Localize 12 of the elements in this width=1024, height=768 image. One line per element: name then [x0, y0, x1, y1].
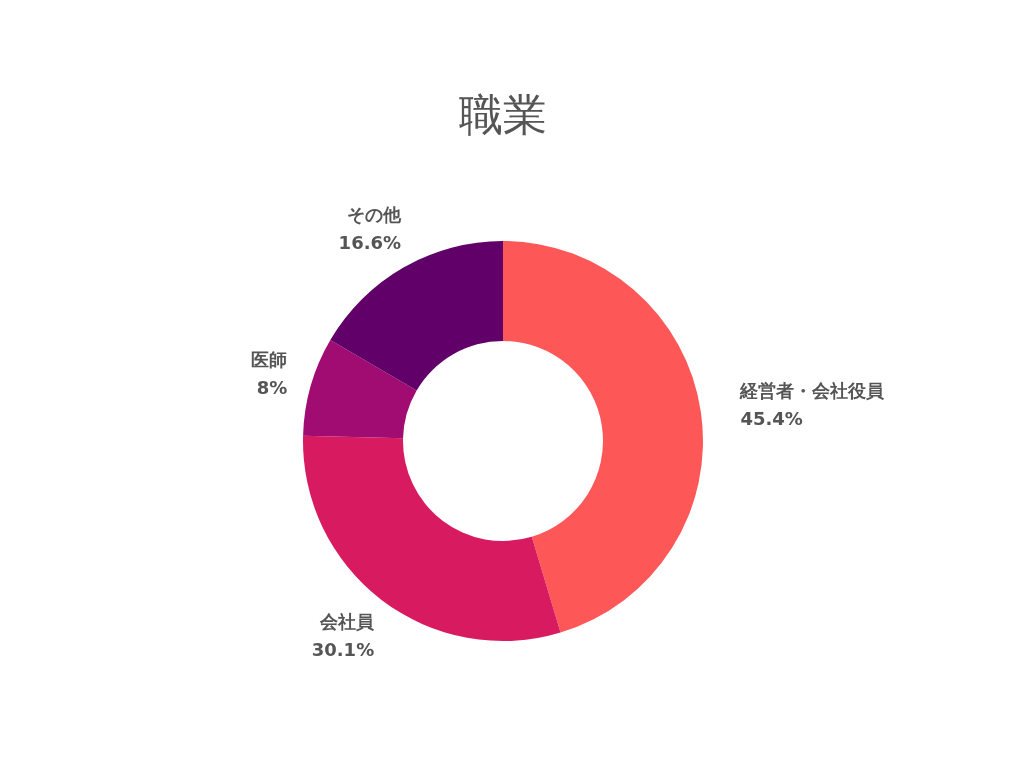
data-label: 45.4%	[740, 408, 803, 430]
data-label: 8%	[256, 376, 288, 398]
data-label: 16.6%	[338, 231, 402, 253]
donut-slice	[503, 241, 703, 633]
donut-slice	[303, 435, 561, 641]
chart-title: 職業	[459, 89, 547, 140]
slice-label: 医師	[251, 348, 288, 370]
donut-slice	[303, 340, 417, 439]
slice-label: 経営者・会社役員	[739, 380, 886, 402]
slice-label: その他	[347, 203, 403, 225]
data-label: 30.1%	[311, 638, 375, 660]
slice-label: 会社員	[319, 610, 376, 632]
